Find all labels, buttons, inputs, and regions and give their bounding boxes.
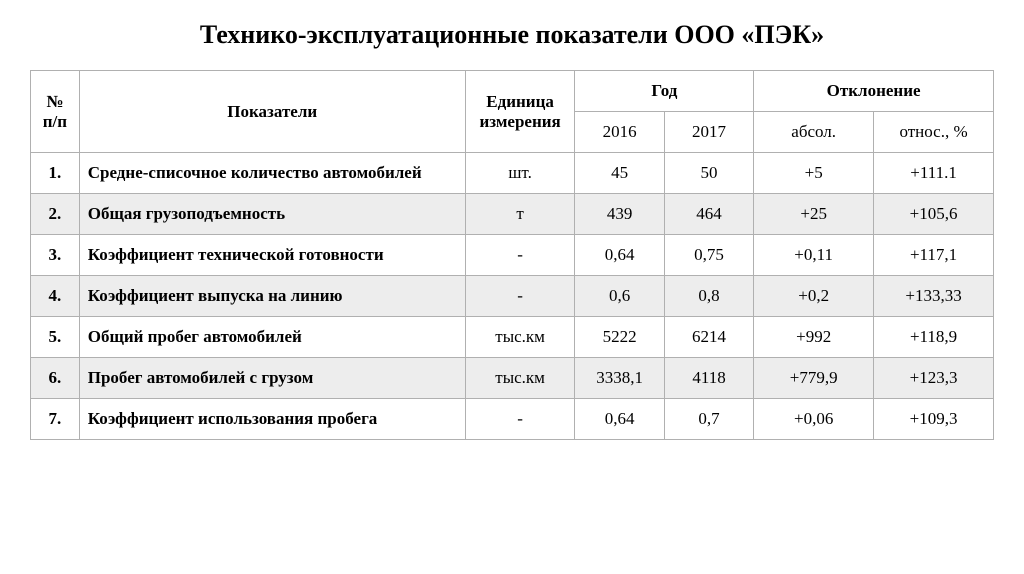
cell-2016: 3338,1 xyxy=(575,358,664,399)
cell-2016: 0,64 xyxy=(575,235,664,276)
table-row: 6. Пробег автомобилей с грузом тыс.км 33… xyxy=(31,358,994,399)
cell-2017: 4118 xyxy=(664,358,753,399)
cell-2016: 45 xyxy=(575,153,664,194)
cell-rel: +123,3 xyxy=(874,358,994,399)
header-dev-rel: относ., % xyxy=(874,112,994,153)
header-deviation: Отклонение xyxy=(754,71,994,112)
cell-2017: 50 xyxy=(664,153,753,194)
cell-rel: +105,6 xyxy=(874,194,994,235)
cell-abs: +992 xyxy=(754,317,874,358)
header-year: Год xyxy=(575,71,754,112)
cell-rel: +118,9 xyxy=(874,317,994,358)
table-row: 4. Коэффициент выпуска на линию - 0,6 0,… xyxy=(31,276,994,317)
cell-abs: +25 xyxy=(754,194,874,235)
cell-unit: - xyxy=(465,276,575,317)
cell-num: 4. xyxy=(31,276,80,317)
cell-abs: +0,11 xyxy=(754,235,874,276)
cell-abs: +0,2 xyxy=(754,276,874,317)
header-year-2016: 2016 xyxy=(575,112,664,153)
cell-indicator: Общая грузоподъемность xyxy=(79,194,465,235)
cell-indicator: Коэффициент выпуска на линию xyxy=(79,276,465,317)
cell-2016: 0,6 xyxy=(575,276,664,317)
cell-unit: тыс.км xyxy=(465,317,575,358)
header-year-2017: 2017 xyxy=(664,112,753,153)
cell-2017: 0,75 xyxy=(664,235,753,276)
cell-num: 6. xyxy=(31,358,80,399)
cell-num: 7. xyxy=(31,399,80,440)
cell-indicator: Коэффициент технической готовности xyxy=(79,235,465,276)
cell-abs: +5 xyxy=(754,153,874,194)
table-row: 1. Средне-списочное количество автомобил… xyxy=(31,153,994,194)
cell-num: 2. xyxy=(31,194,80,235)
cell-rel: +109,3 xyxy=(874,399,994,440)
table-row: 7. Коэффициент использования пробега - 0… xyxy=(31,399,994,440)
cell-indicator: Пробег автомобилей с грузом xyxy=(79,358,465,399)
cell-2016: 0,64 xyxy=(575,399,664,440)
cell-unit: - xyxy=(465,399,575,440)
cell-num: 5. xyxy=(31,317,80,358)
cell-2017: 0,7 xyxy=(664,399,753,440)
table-row: 2. Общая грузоподъемность т 439 464 +25 … xyxy=(31,194,994,235)
data-table: № п/п Показатели Единица измерения Год О… xyxy=(30,70,994,440)
cell-2017: 0,8 xyxy=(664,276,753,317)
cell-2016: 5222 xyxy=(575,317,664,358)
cell-2017: 6214 xyxy=(664,317,753,358)
cell-indicator: Средне-списочное количество автомобилей xyxy=(79,153,465,194)
table-row: 3. Коэффициент технической готовности - … xyxy=(31,235,994,276)
cell-unit: шт. xyxy=(465,153,575,194)
header-dev-abs: абсол. xyxy=(754,112,874,153)
header-unit: Единица измерения xyxy=(465,71,575,153)
cell-num: 1. xyxy=(31,153,80,194)
page-title: Технико-эксплуатационные показатели ООО … xyxy=(30,20,994,50)
header-num: № п/п xyxy=(31,71,80,153)
cell-unit: - xyxy=(465,235,575,276)
cell-rel: +117,1 xyxy=(874,235,994,276)
cell-indicator: Коэффициент использования пробега xyxy=(79,399,465,440)
cell-abs: +779,9 xyxy=(754,358,874,399)
cell-num: 3. xyxy=(31,235,80,276)
cell-abs: +0,06 xyxy=(754,399,874,440)
table-row: 5. Общий пробег автомобилей тыс.км 5222 … xyxy=(31,317,994,358)
cell-rel: +111.1 xyxy=(874,153,994,194)
cell-2016: 439 xyxy=(575,194,664,235)
cell-unit: т xyxy=(465,194,575,235)
cell-2017: 464 xyxy=(664,194,753,235)
cell-indicator: Общий пробег автомобилей xyxy=(79,317,465,358)
header-indicator: Показатели xyxy=(79,71,465,153)
cell-rel: +133,33 xyxy=(874,276,994,317)
cell-unit: тыс.км xyxy=(465,358,575,399)
